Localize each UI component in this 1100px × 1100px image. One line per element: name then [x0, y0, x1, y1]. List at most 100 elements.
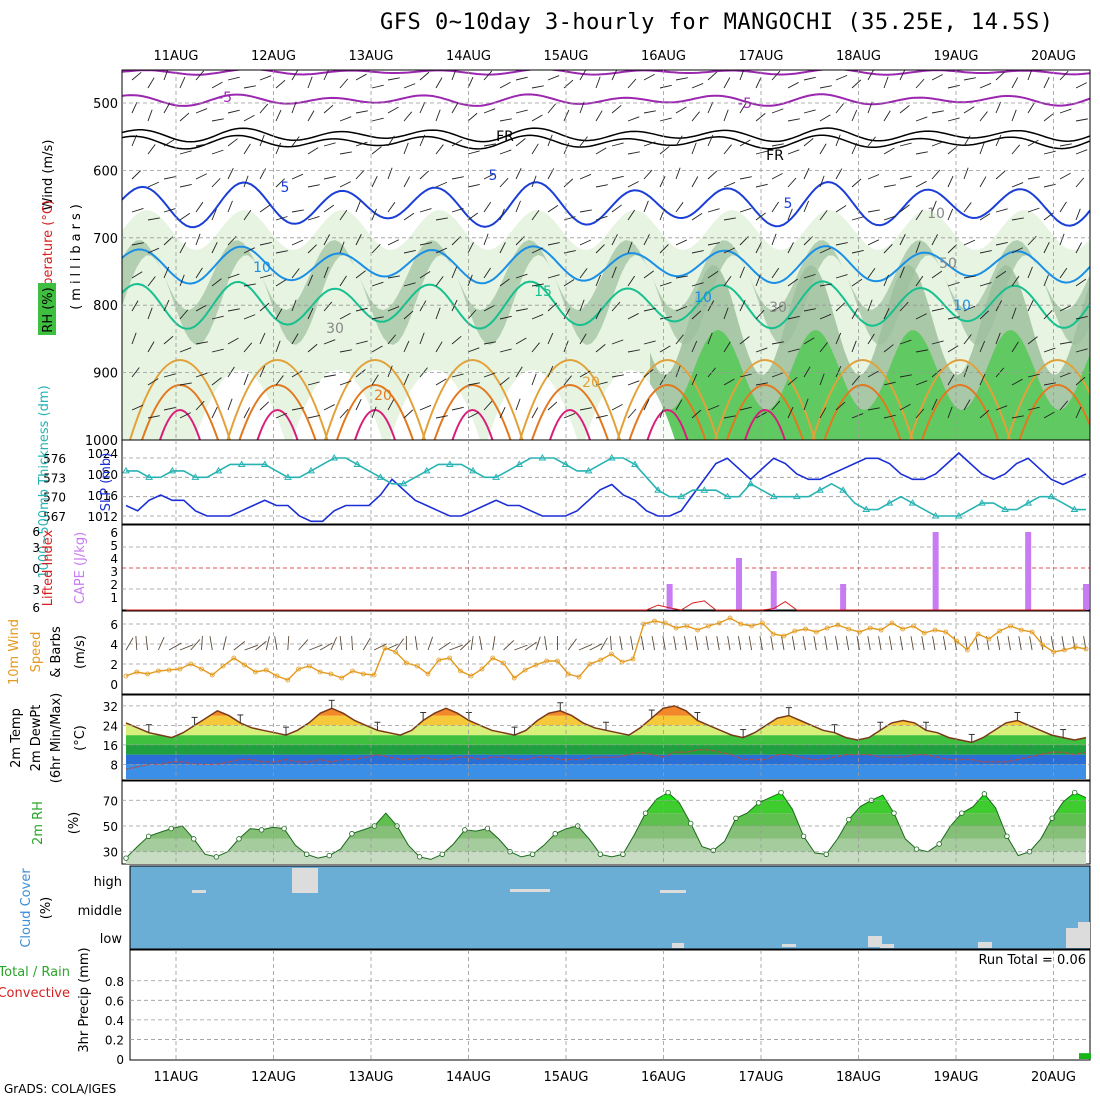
wind-barb [739, 70, 745, 81]
rh-line [125, 791, 1087, 860]
wind-speed-point [1083, 646, 1089, 652]
wind-barb [179, 274, 185, 287]
wind-speed-point [652, 618, 657, 624]
wind-barb [419, 71, 430, 81]
thickness-marker [145, 473, 154, 480]
wind-barb [419, 300, 427, 312]
wind-barb [675, 167, 681, 180]
wind-barb [147, 144, 156, 155]
wind-barb [675, 305, 688, 312]
cloud-level-label: middle [78, 904, 122, 919]
wind-barb [819, 283, 832, 287]
wind-speed-point [867, 625, 873, 631]
wind-barb [147, 77, 155, 89]
wind-barb [147, 307, 153, 320]
rh-point [981, 791, 988, 797]
wind-barb [291, 209, 304, 213]
wind-barb [351, 635, 353, 651]
wind-barb [867, 101, 873, 114]
ylabel-6hr-minmax: (6hr Min/Max) [49, 693, 64, 783]
wind-barb [995, 405, 1008, 411]
temp-band [126, 744, 1086, 755]
wind-barb [595, 76, 601, 89]
wind-barb [547, 365, 554, 378]
wind-barb [451, 373, 464, 378]
wind-barb [947, 345, 959, 353]
wind-barb [168, 642, 182, 651]
cloud-box [1078, 922, 1090, 948]
day-label-top: 13AUG [348, 49, 393, 64]
temp-contour [714, 359, 816, 440]
wind-barb [195, 108, 208, 114]
wind-barb [787, 278, 799, 287]
wind-barb [147, 415, 160, 419]
wind-barb [1043, 309, 1053, 320]
wind-barb [995, 270, 1007, 279]
wind-barb [307, 147, 319, 155]
pressure-level-label: 500 [93, 97, 118, 112]
wind-tick: 0 [110, 678, 118, 692]
thickness-marker [376, 473, 385, 480]
contour-label: -5 [738, 96, 752, 112]
wind-barb [867, 70, 875, 81]
cape-bar [840, 584, 847, 610]
wind-barb [362, 637, 371, 651]
contour-label: 5 [489, 168, 498, 184]
wind-barb [803, 76, 816, 81]
wind-barb [627, 313, 639, 320]
wind-barb [819, 85, 832, 89]
wind-barb [298, 639, 309, 651]
wind-barb [339, 349, 352, 353]
wind-barb [691, 176, 699, 188]
wind-barb [147, 247, 160, 254]
wind-barb [787, 376, 798, 386]
ylabel-millibars: (millibars) [69, 200, 84, 310]
wind-barb [427, 636, 434, 651]
wind-barb [787, 242, 794, 254]
wind-barb [643, 169, 653, 180]
wind-barb [547, 274, 560, 279]
wind-barb [675, 239, 688, 246]
wind-speed-point [608, 651, 614, 657]
wind-barb [291, 136, 300, 147]
temp-contour [823, 384, 902, 440]
lifted-index-tick: 3 [32, 541, 40, 555]
wind-barb [899, 374, 912, 378]
wind-barb [627, 275, 636, 287]
wind-barb [179, 184, 192, 188]
rh-point [665, 789, 671, 796]
wind-barb [467, 347, 480, 353]
wind-speed-point [425, 671, 431, 677]
thickness-marker [769, 492, 778, 500]
wind-barb [611, 403, 623, 411]
wind-barb [947, 84, 960, 89]
wind-barb [979, 250, 992, 254]
wind-barb [371, 244, 381, 254]
wind-barb [291, 299, 297, 312]
wind-barb [147, 217, 160, 221]
wind-barb [595, 147, 607, 155]
wind-barb [771, 233, 777, 246]
wind-barb [579, 239, 592, 246]
wind-barb [563, 308, 571, 320]
wind-barb [1011, 307, 1017, 320]
temp-contour [226, 359, 329, 440]
wind-barb [931, 307, 944, 312]
wind-barb [723, 247, 736, 254]
wind-barb [563, 109, 570, 122]
wind-barb [275, 216, 288, 221]
wind-barb [579, 268, 588, 279]
wind-barb [163, 139, 175, 147]
rh-point [304, 851, 310, 857]
wind-barb [227, 308, 240, 312]
thickness-marker [885, 499, 894, 506]
wind-barb [222, 636, 227, 651]
wind-barb [419, 170, 430, 180]
wind-barb [275, 279, 287, 287]
slp-line [125, 451, 1087, 523]
wind-barb [963, 135, 971, 147]
wind-speed-point [813, 629, 819, 635]
rh-point [891, 810, 897, 816]
wind-barb [499, 278, 510, 287]
wind-barb [1075, 348, 1088, 353]
